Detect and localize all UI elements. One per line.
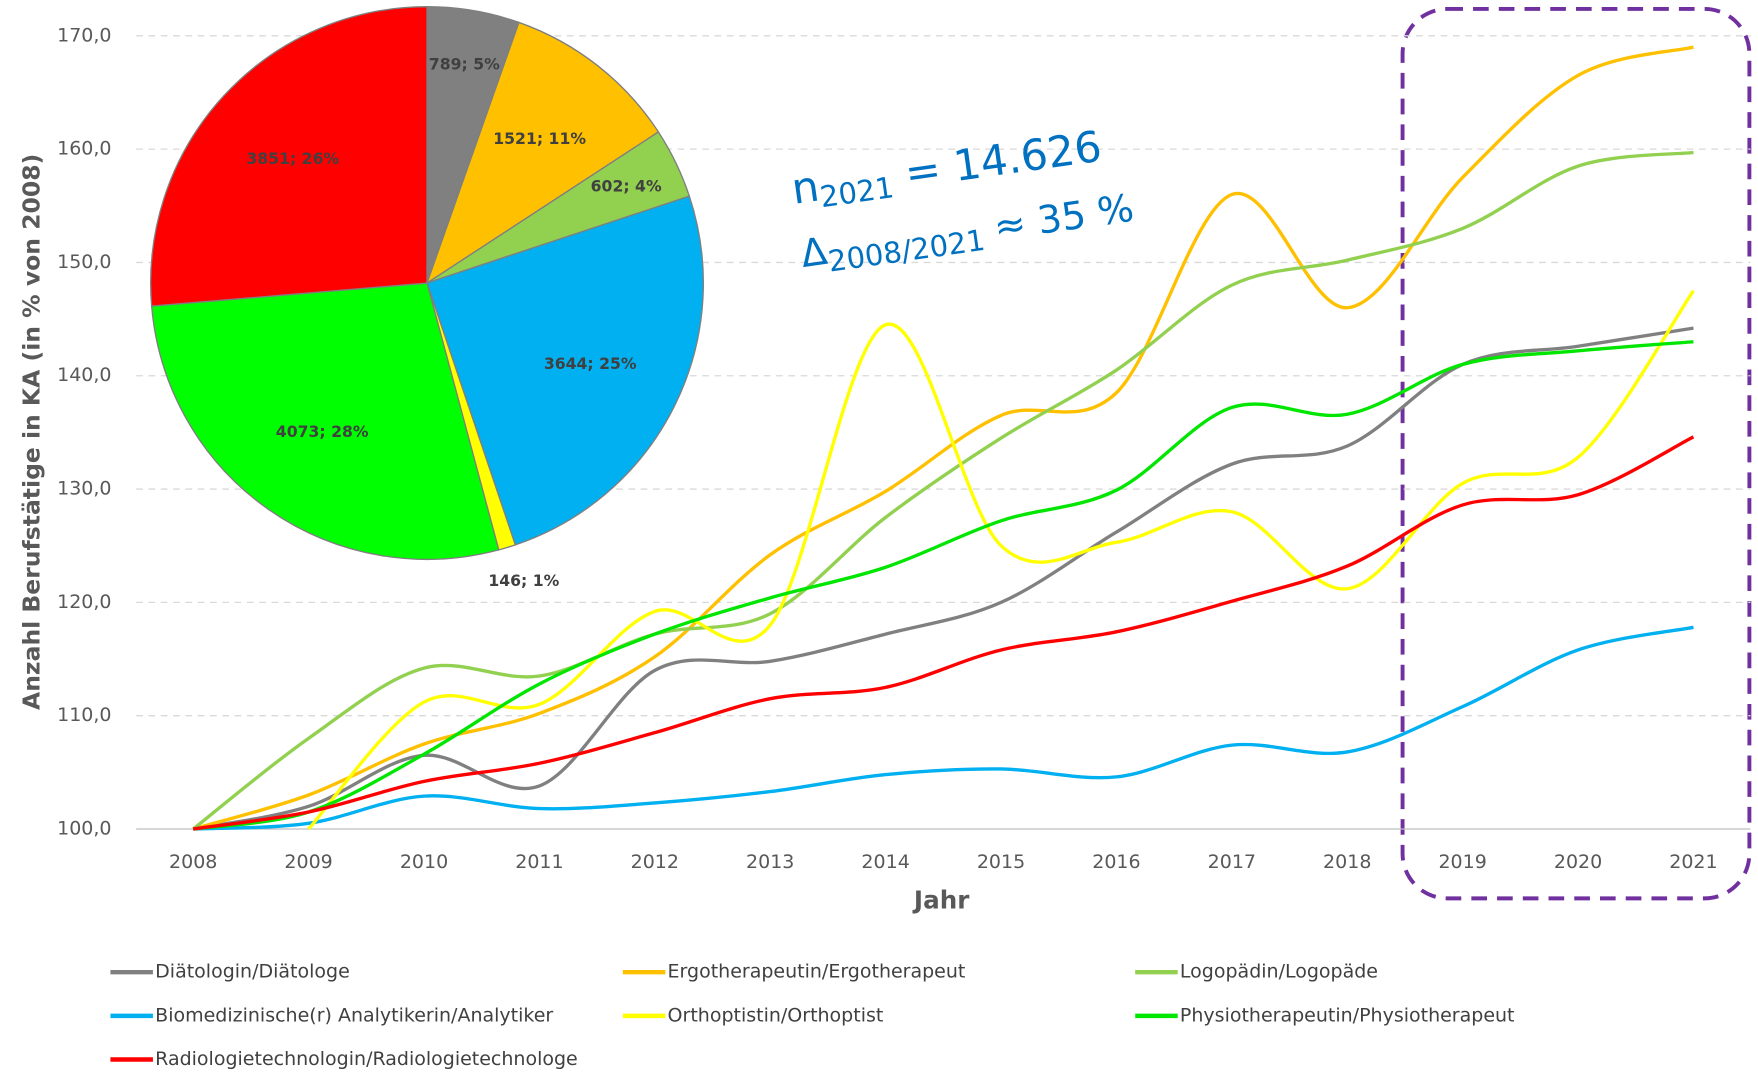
annotation-text: = 14.626	[902, 122, 1105, 198]
x-tick-label: 2015	[977, 851, 1025, 873]
x-tick-label: 2020	[1554, 851, 1602, 873]
pie-slice	[426, 195, 704, 546]
pie-label: 1521; 11%	[493, 129, 586, 148]
x-tick-label: 2011	[515, 851, 563, 873]
x-tick-label: 2021	[1669, 851, 1717, 873]
y-tick-label: 150,0	[57, 251, 111, 273]
legend-label: Radiologietechnologin/Radiologietechnolo…	[155, 1048, 578, 1070]
pie-chart: 789; 5% 1521; 11% 602; 4% 3644; 25% 146; 1% 4…	[150, 6, 704, 590]
annotation-block: n2021 = 14.626 Δ2008/2021≈ 35 %	[789, 122, 1137, 279]
pie-label: 789; 5%	[429, 55, 500, 74]
pie-slice	[425, 21, 660, 285]
legend-label: Biomedizinische(r) Analytikerin/Analytik…	[155, 1004, 553, 1026]
pie-slice	[150, 282, 500, 561]
pie-label: 602; 4%	[591, 177, 662, 196]
x-tick-label: 2009	[284, 851, 332, 873]
series-line	[192, 150, 1694, 831]
series-line	[193, 625, 1694, 831]
pie-slice	[150, 6, 428, 307]
pie-label: 146; 1%	[488, 571, 559, 590]
x-tick-label: 2008	[169, 851, 217, 873]
series-line	[192, 45, 1694, 831]
legend: Diätologin/Diätologe Ergotherapeutin/Ergo…	[110, 961, 1515, 1070]
x-axis-label: Jahr	[912, 886, 970, 915]
legend-label: Physiotherapeutin/Physiotherapeut	[1180, 1004, 1515, 1026]
highlight-box	[1400, 6, 1752, 901]
pie-label: 4073; 28%	[276, 422, 369, 441]
legend-label: Logopädin/Logopäde	[1180, 961, 1378, 983]
x-tick-label: 2019	[1438, 851, 1486, 873]
x-tick-label: 2018	[1323, 851, 1371, 873]
annotation-sub: 2021	[818, 170, 896, 214]
legend-label: Diätologin/Diätologe	[155, 961, 350, 983]
annotation-text: ≈ 35 %	[991, 185, 1136, 248]
x-tick-label: 2013	[746, 851, 794, 873]
x-tick-label: 2014	[861, 851, 909, 873]
series-line	[307, 289, 1695, 831]
series-line	[192, 326, 1694, 831]
y-axis-label: Anzahl Berufstätige in KA (in % von 2008…	[18, 154, 46, 710]
annotation-text: Δ	[798, 228, 830, 275]
annotation-text: n	[789, 162, 822, 214]
y-tick-label: 100,0	[57, 817, 111, 839]
annotation-sub: 2008/2021	[826, 223, 987, 279]
x-tick-label: 2017	[1208, 851, 1256, 873]
series-line	[192, 340, 1694, 831]
legend-label: Ergotherapeutin/Ergotherapeut	[668, 961, 966, 983]
y-tick-label: 170,0	[57, 24, 111, 46]
y-tick-label: 120,0	[57, 591, 111, 613]
y-tick-label: 110,0	[57, 704, 111, 726]
x-tick-label: 2012	[631, 851, 679, 873]
pie-label: 3851; 26%	[246, 149, 339, 168]
y-tick-label: 140,0	[57, 364, 111, 386]
pie-label: 3644; 25%	[544, 354, 637, 373]
plot-area: 100,0 110,0 120,0 130,0 140,0 150,0 160,0 170,0…	[57, 24, 1751, 873]
x-tick-label: 2016	[1092, 851, 1140, 873]
y-tick-label: 130,0	[57, 478, 111, 500]
x-tick-label: 2010	[400, 851, 448, 873]
legend-label: Orthoptistin/Orthoptist	[668, 1004, 884, 1026]
y-tick-label: 160,0	[57, 138, 111, 160]
series-line	[192, 435, 1695, 831]
